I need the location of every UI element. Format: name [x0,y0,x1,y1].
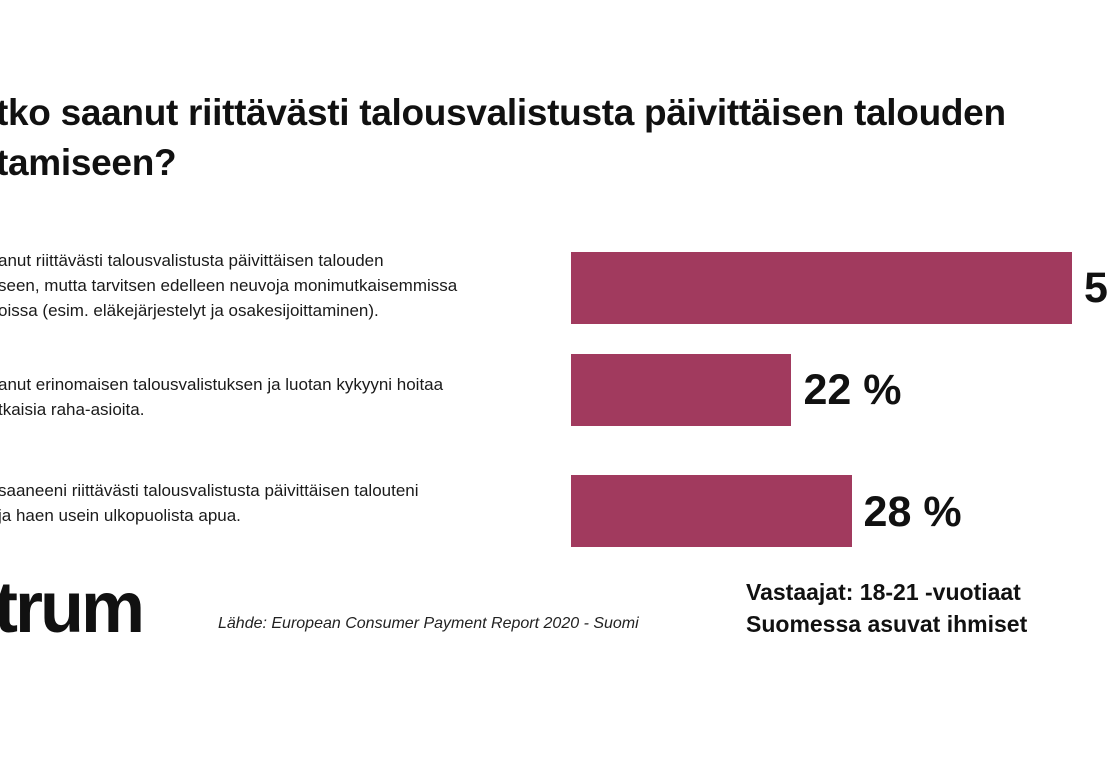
category-label-2: anut erinomaisen talousvalistuksen ja lu… [0,372,558,422]
brand-logo: trum [0,568,145,648]
bar-1 [571,252,1072,324]
category-label-1-line-3: oissa (esim. eläkejärjestelyt ja osakesi… [0,301,379,320]
value-label-2: 22 % [803,366,902,414]
category-label-2-line-1: anut erinomaisen talousvalistuksen ja lu… [0,375,444,394]
category-label-2-line-2: tkaisia raha-asioita. [0,400,145,419]
bar-3 [571,475,852,547]
source-note: Lähde: European Consumer Payment Report … [218,615,639,632]
chart-title-line-1: tko saanut riittävästi talousvalistusta … [0,92,1006,133]
value-label-1: 5 [1084,264,1108,312]
category-label-1: anut riittävästi talousvalistusta päivit… [0,248,558,323]
category-label-1-line-2: seen, mutta tarvitsen edelleen neuvoja m… [0,276,458,295]
chart-title-line-2: tamiseen? [0,142,177,183]
category-label-3-line-1: saaneeni riittävästi talousvalistusta pä… [0,481,419,500]
category-label-3-line-2: ja haen usein ulkopuolista apua. [0,506,241,525]
chart-title: tko saanut riittävästi talousvalistusta … [0,88,1110,188]
category-label-3: saaneeni riittävästi talousvalistusta pä… [0,478,558,528]
category-label-1-line-1: anut riittävästi talousvalistusta päivit… [0,251,384,270]
bar-2 [571,354,792,426]
value-label-3: 28 % [863,488,962,536]
respondents-line-1: Vastaajat: 18-21 -vuotiaat [746,579,1021,605]
respondents-line-2: Suomessa asuvat ihmiset [746,611,1028,637]
respondents-note: Vastaajat: 18-21 -vuotiaat Suomessa asuv… [746,576,1027,640]
